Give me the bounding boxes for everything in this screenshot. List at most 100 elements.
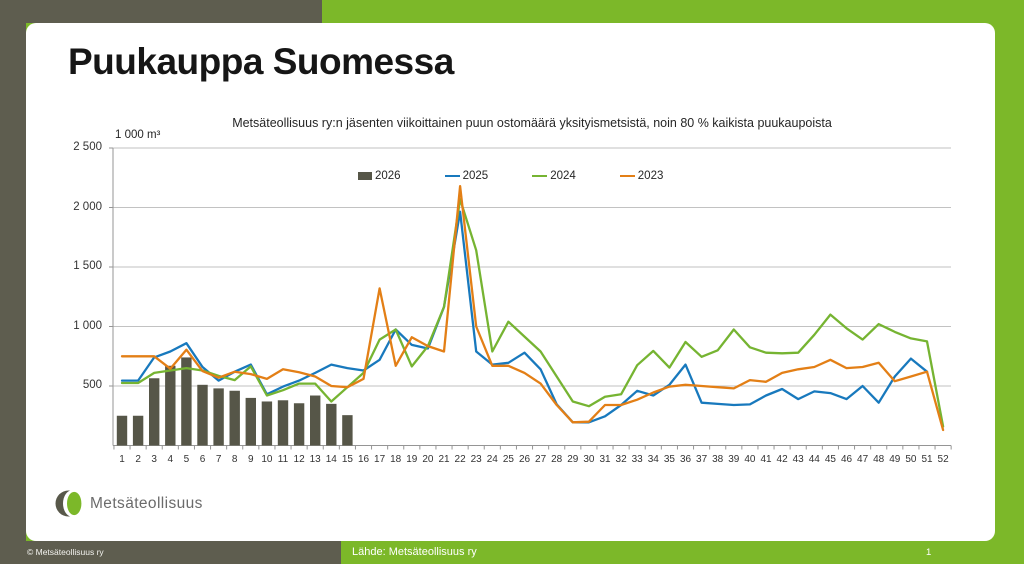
left-accent-band — [0, 0, 26, 564]
x-tick-label: 34 — [647, 453, 659, 465]
bar-2026 — [310, 395, 321, 446]
x-tick-label: 31 — [599, 453, 611, 465]
x-tick-label: 11 — [277, 453, 289, 465]
x-tick-label: 3 — [151, 453, 157, 465]
x-tick-label: 26 — [518, 453, 531, 465]
chart-svg — [109, 147, 952, 450]
logo-mark-icon — [55, 490, 82, 517]
x-tick-label: 50 — [905, 453, 917, 465]
x-tick-label: 38 — [712, 453, 724, 465]
bar-2026 — [245, 397, 256, 446]
x-tick-label: 42 — [776, 453, 788, 465]
legend-label: 2026 — [375, 170, 401, 182]
slide-content-card: Puukauppa Suomessa Metsäteollisuus ry:n … — [26, 23, 995, 541]
x-tick-label: 1 — [119, 453, 125, 465]
x-tick-label: 27 — [535, 453, 547, 465]
x-tick-label: 23 — [470, 453, 482, 465]
x-tick-label: 22 — [454, 453, 466, 465]
chart-title: Metsäteollisuus ry:n jäsenten viikoittai… — [232, 116, 832, 130]
x-tick-label: 8 — [231, 453, 238, 465]
x-tick-label: 21 — [438, 453, 450, 465]
legend-swatch-2026 — [358, 172, 372, 180]
legend-swatch-2024 — [532, 174, 548, 178]
legend-item-2024: 2024 — [532, 170, 576, 182]
x-tick-label: 48 — [873, 453, 885, 465]
x-tick-label: 37 — [696, 453, 708, 465]
x-tick-label: 20 — [422, 453, 434, 465]
x-tick-label: 14 — [325, 453, 337, 465]
chart-legend: 2026 2025 2024 2023 — [358, 170, 663, 182]
x-tick-label: 40 — [744, 453, 756, 465]
y-tick-label: 1 500 — [73, 260, 102, 272]
x-tick-label: 51 — [921, 453, 933, 465]
line-2023 — [120, 184, 945, 432]
y-tick-label: 500 — [82, 379, 102, 391]
legend-label: 2023 — [637, 170, 664, 182]
x-tick-label: 43 — [792, 453, 804, 465]
bar-2026 — [197, 384, 208, 446]
x-tick-label: 24 — [486, 453, 498, 465]
bar-2026 — [261, 401, 273, 446]
bar-2026 — [181, 357, 192, 446]
x-tick-label: 10 — [261, 453, 273, 465]
bar-2026 — [229, 390, 240, 446]
x-tick-label: 12 — [293, 453, 305, 465]
x-tick-label: 30 — [583, 453, 595, 465]
x-tick-label: 44 — [808, 453, 820, 465]
x-tick-label: 2 — [135, 453, 141, 465]
x-tick-label: 35 — [663, 453, 675, 465]
bar-2026 — [277, 400, 289, 446]
y-tick-label: 2 500 — [73, 141, 102, 153]
y-axis-unit-label: 1 000 m³ — [115, 129, 161, 141]
x-tick-label: 36 — [679, 453, 692, 465]
x-tick-label: 19 — [406, 453, 418, 465]
x-tick-label: 13 — [309, 453, 321, 465]
footer-bar: © Metsäteollisuus ry Lähde: Metsäteollis… — [0, 541, 1024, 564]
x-tick-label: 41 — [760, 453, 772, 465]
legend-swatch-2023 — [619, 174, 635, 178]
x-tick-label: 39 — [728, 453, 740, 465]
bar-2026 — [132, 415, 144, 446]
x-tick-label: 16 — [357, 453, 370, 465]
bar-2026 — [116, 415, 128, 446]
legend-item-2023: 2023 — [619, 170, 664, 182]
x-tick-label: 4 — [167, 453, 174, 465]
x-tick-label: 9 — [248, 453, 254, 465]
x-tick-label: 46 — [840, 453, 853, 465]
x-tick-label: 25 — [502, 453, 514, 465]
logo-text: Metsäteollisuus — [90, 494, 203, 512]
legend-label: 2024 — [550, 170, 576, 182]
x-tick-label: 18 — [390, 453, 402, 465]
x-tick-label: 7 — [215, 453, 222, 465]
bar-2026 — [342, 415, 353, 446]
legend-item-2025: 2025 — [444, 170, 489, 182]
footer-dark-section: © Metsäteollisuus ry — [0, 541, 341, 564]
x-tick-label: 17 — [374, 453, 386, 465]
y-tick-label: 2 000 — [73, 200, 102, 213]
footer-page-number: 1 — [926, 547, 932, 558]
company-logo: Metsäteollisuus — [55, 490, 203, 517]
line-2025 — [120, 210, 929, 424]
legend-label: 2025 — [462, 170, 489, 182]
x-tick-label: 5 — [183, 453, 190, 465]
legend-swatch-2025 — [444, 174, 460, 178]
footer-green-section: Lähde: Metsäteollisuus ry 1 — [341, 541, 1024, 564]
bar-2026 — [293, 403, 305, 446]
x-tick-label: 52 — [937, 453, 949, 465]
x-tick-label: 49 — [889, 453, 901, 465]
footer-source: Lähde: Metsäteollisuus ry — [352, 546, 477, 558]
bar-2026 — [165, 365, 176, 446]
x-tick-label: 33 — [631, 453, 643, 465]
page-title: Puukauppa Suomessa — [68, 41, 454, 82]
line-2024 — [120, 198, 945, 428]
bar-2026 — [213, 388, 224, 446]
x-tick-label: 15 — [341, 453, 353, 465]
legend-item-2026: 2026 — [358, 170, 401, 182]
x-tick-label: 29 — [567, 453, 579, 465]
y-tick-label: 1 000 — [73, 319, 102, 332]
bar-2026 — [149, 378, 160, 446]
top-left-accent-band — [0, 0, 322, 23]
x-tick-label: 6 — [199, 453, 206, 465]
x-tick-label: 28 — [551, 453, 563, 465]
